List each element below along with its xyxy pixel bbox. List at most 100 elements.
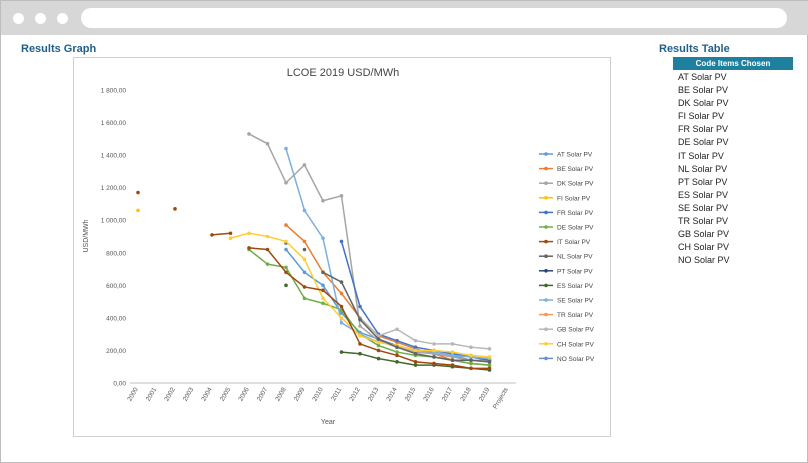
- table-row[interactable]: IT Solar PV: [678, 150, 724, 161]
- table-row[interactable]: AT Solar PV: [678, 72, 727, 82]
- data-point: [302, 270, 307, 275]
- x-tick-label: 2013: [367, 386, 380, 402]
- y-tick-label: 600,00: [106, 283, 126, 290]
- series-line: [359, 317, 490, 350]
- window-dot-icon[interactable]: [35, 13, 46, 24]
- legend-entry: ES Solar PV: [557, 283, 594, 290]
- table-row[interactable]: TR Solar PV: [678, 216, 729, 227]
- data-point: [339, 239, 344, 244]
- data-point: [284, 265, 288, 270]
- data-point: [469, 361, 473, 366]
- legend-entry: TR Solar PV: [557, 312, 594, 319]
- x-tick-label: 2005: [219, 386, 232, 402]
- data-point: [487, 355, 492, 359]
- data-point: [247, 246, 251, 250]
- series-line: [248, 247, 490, 370]
- data-point: [339, 194, 344, 198]
- data-point: [413, 360, 418, 364]
- x-axis-label: Year: [321, 419, 336, 426]
- data-point: [173, 207, 177, 211]
- data-point: [265, 262, 270, 266]
- series-line: [322, 271, 490, 363]
- data-point: [339, 304, 344, 309]
- legend-marker: [544, 181, 548, 185]
- title-bar: [1, 1, 808, 35]
- y-tick-label: 800,00: [106, 250, 126, 257]
- data-point: [358, 304, 362, 309]
- table-header: Code Items Chosen: [673, 57, 793, 70]
- data-point: [395, 353, 399, 358]
- data-point: [339, 280, 344, 284]
- data-point: [395, 360, 399, 364]
- table-row[interactable]: BE Solar PV: [678, 85, 729, 96]
- data-point: [228, 231, 233, 236]
- data-point: [302, 163, 307, 167]
- data-point: [469, 366, 473, 371]
- legend-entry: DE Solar PV: [557, 225, 594, 232]
- table-row[interactable]: DK Solar PV: [678, 98, 729, 109]
- data-point: [358, 317, 362, 322]
- table-row[interactable]: GB Solar PV: [678, 229, 730, 240]
- legend-marker: [544, 356, 548, 361]
- data-point: [395, 350, 399, 354]
- data-point: [302, 296, 307, 301]
- data-point: [432, 348, 436, 353]
- data-point: [376, 340, 381, 345]
- address-bar[interactable]: [81, 8, 787, 28]
- series-line: [211, 232, 231, 236]
- lcoe-chart: LCOE 2019 USD/MWh 0,00 200,00 400,00 600,00 8…: [83, 67, 595, 426]
- data-point: [136, 190, 140, 195]
- x-tick-label: 2017: [441, 386, 454, 402]
- chart-frame: LCOE 2019 USD/MWh 0,00 200,00 400,00 600,00 8…: [73, 57, 611, 437]
- data-point: [376, 348, 381, 353]
- legend-marker: [544, 239, 548, 244]
- data-point: [321, 296, 325, 301]
- data-point: [284, 146, 288, 151]
- table-row[interactable]: SE Solar PV: [678, 202, 729, 213]
- data-point: [247, 132, 251, 136]
- data-point: [450, 350, 455, 354]
- legend-entry: GB Solar PV: [557, 327, 595, 334]
- y-tick-label: 200,00: [106, 348, 126, 355]
- data-point: [487, 366, 492, 371]
- data-point: [284, 180, 288, 185]
- x-tick-label: 2014: [385, 386, 398, 402]
- data-point: [284, 283, 288, 288]
- data-point: [469, 345, 473, 349]
- window-dot-icon[interactable]: [57, 13, 68, 24]
- data-point: [376, 356, 381, 361]
- legend-marker: [544, 152, 548, 156]
- table-row[interactable]: PT Solar PV: [678, 176, 728, 187]
- data-point: [413, 348, 418, 353]
- legend-marker: [544, 225, 548, 229]
- legend-marker: [544, 210, 548, 215]
- data-point: [376, 333, 381, 338]
- data-point: [339, 320, 344, 325]
- legend-entry: SE Solar PV: [557, 298, 594, 305]
- y-tick-label: 1 800,00: [101, 88, 127, 95]
- legend-entry: BE Solar PV: [557, 166, 594, 173]
- table-row[interactable]: FI Solar PV: [678, 111, 725, 122]
- data-point: [284, 270, 288, 275]
- data-point: [376, 337, 381, 341]
- table-row[interactable]: CH Solar PV: [678, 242, 730, 253]
- x-tick-label: 2002: [163, 386, 176, 402]
- chart-title: LCOE 2019 USD/MWh: [287, 67, 399, 79]
- legend-entry: DK Solar PV: [557, 181, 594, 188]
- table-row[interactable]: FR Solar PV: [678, 124, 729, 135]
- y-tick-label: 1 400,00: [101, 153, 127, 160]
- table-row[interactable]: ES Solar PV: [678, 189, 729, 200]
- x-tick-label: 2006: [237, 386, 250, 402]
- data-point: [321, 270, 325, 275]
- x-tick-label: 2011: [330, 386, 343, 402]
- data-point: [358, 351, 362, 356]
- table-row[interactable]: NL Solar PV: [678, 163, 728, 174]
- data-point: [395, 345, 399, 349]
- data-point: [450, 363, 455, 367]
- window-dot-icon[interactable]: [13, 13, 24, 24]
- table-row[interactable]: DE Solar PV: [678, 137, 729, 148]
- table-row[interactable]: NO Solar PV: [678, 255, 730, 266]
- data-point: [247, 231, 251, 236]
- series-line: [248, 133, 490, 361]
